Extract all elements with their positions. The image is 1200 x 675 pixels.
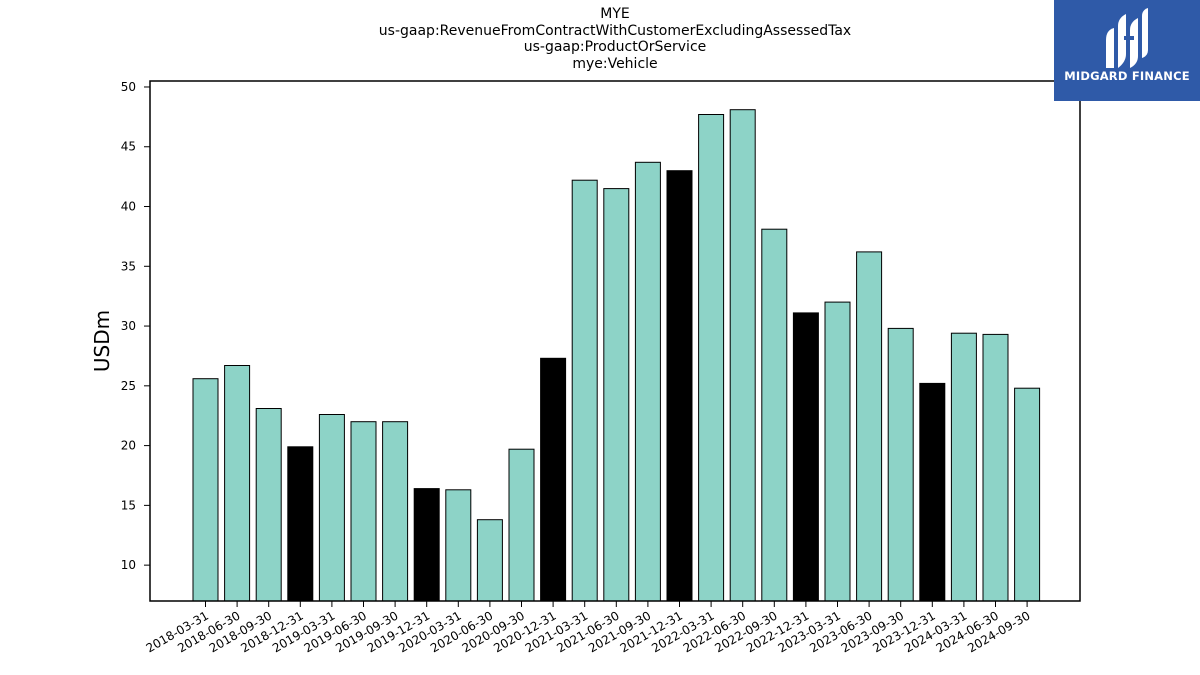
bar-2020-09-30 <box>508 448 535 602</box>
bar-2018-12-31 <box>287 446 314 602</box>
chart-title-line-4: mye:Vehicle <box>572 55 658 72</box>
bar-2019-03-31 <box>318 414 345 602</box>
y-tick-label: 50 <box>121 80 136 94</box>
bar-2024-06-30 <box>982 333 1009 602</box>
bar-2018-09-30 <box>255 408 282 602</box>
bar-2023-06-30 <box>856 251 883 602</box>
bar-2021-09-30 <box>634 161 661 602</box>
bar-2023-12-31 <box>919 382 946 602</box>
y-tick-label: 25 <box>121 379 136 393</box>
bars-group <box>192 109 1041 602</box>
chart-title-line-1: MYE <box>600 6 630 22</box>
plot-frame <box>149 80 1081 602</box>
y-tick-label: 30 <box>121 319 136 333</box>
chart-title-line-3: us-gaap:ProductOrService <box>523 39 707 55</box>
chart-title-line-2: us-gaap:RevenueFromContractWithCustomerE… <box>378 22 852 39</box>
bar-2024-09-30 <box>1014 387 1041 602</box>
y-axis-label: USDm <box>90 310 114 372</box>
chart-title: MYE us-gaap:RevenueFromContractWithCusto… <box>150 6 1080 72</box>
y-tick-label: 45 <box>121 140 136 154</box>
bar-2019-09-30 <box>382 421 409 602</box>
bar-2023-03-31 <box>824 301 851 602</box>
y-tick-label: 15 <box>121 498 136 512</box>
midgard-finance-logo: MIDGARD FINANCE <box>1054 0 1200 101</box>
bar-2018-03-31 <box>192 378 219 602</box>
bar-2022-06-30 <box>729 109 756 602</box>
bar-2021-06-30 <box>603 188 630 602</box>
y-axis: 10 15 20 25 30 35 40 45 50 <box>121 80 150 572</box>
y-tick-label: 40 <box>121 200 136 214</box>
midgard-logo-mark-icon <box>1106 8 1148 68</box>
bar-2019-12-31 <box>413 488 440 602</box>
bar-2019-06-30 <box>350 421 377 602</box>
bar-2020-03-31 <box>445 489 472 602</box>
bar-2024-03-31 <box>950 332 977 602</box>
bar-2023-09-30 <box>887 327 914 602</box>
y-tick-label: 20 <box>121 439 136 453</box>
bar-2022-03-31 <box>698 114 725 602</box>
x-axis: 2018-03-312018-06-302018-09-302018-12-31… <box>144 601 1033 655</box>
bar-2022-12-31 <box>792 312 819 602</box>
y-tick-label: 10 <box>121 558 136 572</box>
logo-text: MIDGARD FINANCE <box>1064 69 1190 83</box>
bar-2018-06-30 <box>224 365 251 602</box>
bar-2020-12-31 <box>540 357 567 602</box>
bar-2021-12-31 <box>666 170 693 602</box>
bar-2020-06-30 <box>476 519 503 602</box>
bar-2022-09-30 <box>761 228 788 602</box>
y-tick-label: 35 <box>121 259 136 273</box>
bar-2021-03-31 <box>571 179 598 602</box>
